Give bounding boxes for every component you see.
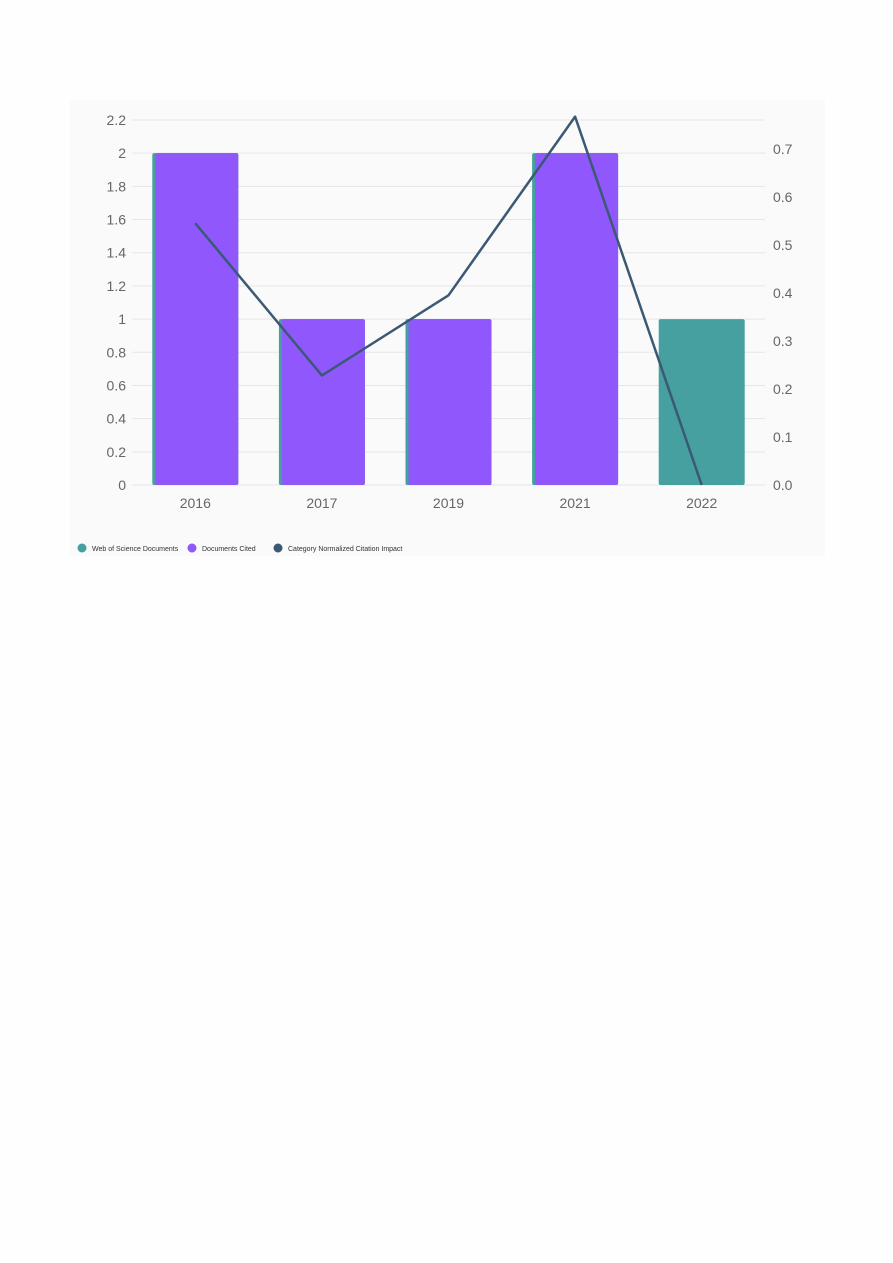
right-tick-label: 0.6 [773,189,793,205]
left-tick-label: 1 [118,311,126,327]
bars [152,153,745,485]
x-tick-label: 2017 [306,495,337,511]
left-tick-label: 1.8 [107,178,127,194]
right-tick-label: 0.0 [773,477,793,493]
right-tick-label: 0.7 [773,141,793,157]
legend-label: Documents Cited [202,546,256,553]
legend-marker [187,543,197,553]
legend-label: Category Normalized Citation Impact [288,546,402,553]
legend-marker [77,543,87,553]
left-tick-label: 1.4 [107,245,127,261]
left-axis: 0 0.2 0.4 0.6 0.8 1 1.2 1.4 1.6 1.8 2 2.2 [107,112,127,493]
bar-web-of-science-documents [658,319,745,485]
left-tick-label: 1.2 [107,278,127,294]
left-tick-label: 0.2 [107,444,127,460]
x-tick-label: 2019 [433,495,464,511]
right-tick-label: 0.4 [773,285,793,301]
left-tick-label: 0.8 [107,344,127,360]
left-tick-label: 0.6 [107,377,127,393]
right-tick-label: 0.1 [773,429,793,445]
x-tick-label: 2021 [560,495,591,511]
right-tick-label: 0.2 [773,381,793,397]
x-tick-label: 2022 [686,495,717,511]
right-axis: 0.0 0.1 0.2 0.3 0.4 0.5 0.6 0.7 [773,141,793,493]
left-tick-label: 2.2 [107,112,127,128]
impact-line [194,115,703,486]
line-category-normalized-citation-impact [194,115,703,486]
legend: Web of Science Documents Documents Cited C… [77,543,402,553]
bar-documents-cited [408,319,492,485]
left-tick-label: 0 [118,477,126,493]
bar-documents-cited [535,153,619,485]
right-tick-label: 0.3 [773,333,793,349]
right-tick-label: 0.5 [773,237,793,253]
bar-documents-cited [155,153,239,485]
left-tick-label: 1.6 [107,212,127,228]
left-tick-label: 2 [118,145,126,161]
left-tick-label: 0.4 [107,411,127,427]
x-axis: 2016 2017 2019 2021 2022 [180,495,718,511]
x-tick-label: 2016 [180,495,211,511]
legend-label: Web of Science Documents [92,546,179,553]
legend-marker [273,543,283,553]
